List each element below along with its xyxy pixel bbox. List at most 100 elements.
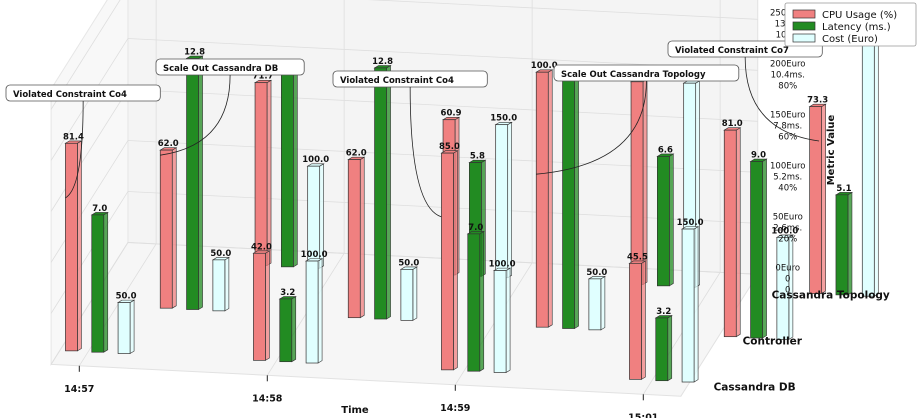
bar-side-lat	[293, 69, 298, 268]
z-tick-line: 60%	[778, 132, 797, 142]
annotation-text: Scale Out Cassandra Topology	[561, 70, 706, 80]
annotation-text: Violated Constraint Co4	[340, 76, 454, 86]
bar-value-label-cost: 50.0	[210, 249, 231, 259]
bar-side-cost	[224, 256, 230, 312]
z-tick-line: 5.2ms.	[773, 172, 802, 182]
z-tick-line: 200Euro	[770, 59, 806, 69]
legend-box	[784, 2, 917, 47]
z-tick-label: 150Euro 7.8ms. 60%	[770, 110, 806, 142]
z-tick-label: 50Euro 2.6ms. 20%	[773, 212, 803, 244]
z-tick-line: 50Euro	[773, 212, 803, 222]
bar-value-label-cpu: 45.5	[627, 252, 648, 262]
bar-side-lat	[669, 153, 674, 287]
bar-cost	[681, 228, 695, 383]
bar-value-label-lat: 9.0	[751, 150, 766, 160]
bar-side-lat	[479, 230, 485, 372]
legend-entry: Latency (ms.)	[822, 22, 891, 33]
bar-side-lat	[198, 55, 203, 311]
bar-cpu	[347, 159, 361, 319]
bar-side-lat	[667, 314, 673, 382]
bar-cpu	[253, 252, 266, 361]
bar-side-cost	[873, 38, 879, 297]
annotation-arrow	[536, 80, 647, 175]
z-tick-line: 0	[785, 285, 790, 295]
bar-value-label-lat: 3.2	[280, 288, 295, 298]
bar-side-cost	[412, 266, 418, 321]
bar-value-label-lat: 12.8	[184, 47, 205, 57]
bar-side-lat	[386, 65, 391, 320]
x-tick-label: 14:59	[440, 403, 470, 414]
annotation-arrow	[160, 74, 231, 156]
z-tick-line: 0Euro	[775, 263, 800, 273]
bar-cpu	[254, 82, 268, 266]
bar-value-label-lat: 3.2	[656, 307, 671, 317]
z-axis-title: Metric Value	[826, 115, 837, 186]
bar-lat	[281, 72, 294, 268]
depth-category-label: Cassandra Topology	[772, 289, 890, 301]
annotations-layer: Violated Constraint Co4 Scale Out Cassand…	[5, 40, 823, 218]
bar-side-cpu	[735, 127, 741, 338]
annotation-arrow	[409, 86, 442, 218]
bar-lat	[750, 161, 763, 339]
bar-value-label-cpu: 42.0	[251, 242, 272, 252]
bar-cost	[493, 270, 507, 373]
bar-lat	[655, 317, 669, 382]
bar-lat	[657, 156, 670, 287]
z-tick-line: 20%	[778, 234, 797, 244]
bar-value-label-cost: 50.0	[398, 258, 419, 268]
bar-lat	[374, 67, 387, 320]
z-tick-line: 40%	[778, 183, 797, 193]
bar-cpu	[809, 106, 822, 294]
grid-line-value	[50, 0, 758, 110]
z-tick-label: 200Euro 10.4ms. 80%	[770, 59, 806, 91]
bar-cpu	[441, 152, 454, 371]
bar-cpu	[65, 142, 78, 352]
z-tick-line: 150Euro	[770, 110, 806, 120]
bar-value-label-cost: 150.0	[677, 218, 704, 228]
depth-category-label: Cassandra DB	[714, 381, 796, 393]
bar-cost	[400, 268, 414, 321]
bar-side-cpu	[266, 79, 272, 267]
x-tick-label: 15:01	[628, 412, 658, 418]
annotation-text: Scale Out Cassandra DB	[163, 64, 278, 74]
bar-value-label-lat: 6.6	[658, 145, 673, 155]
bar-side-cost	[507, 121, 512, 279]
grid-line-value	[50, 38, 758, 161]
bar-value-label-cpu: 62.0	[158, 139, 179, 149]
bars-layer	[64, 38, 880, 383]
z-tick-line: 0	[785, 274, 790, 284]
bar-value-label-lat: 5.8	[470, 152, 485, 162]
z-tick-line: 10.4ms.	[771, 70, 805, 80]
bar-value-label-cpu: 71.7	[253, 72, 274, 82]
bar-value-label-lat: 7.0	[468, 223, 483, 233]
legend-swatch	[792, 33, 816, 43]
bar-side-cpu	[265, 250, 270, 361]
bar-side-cpu	[641, 260, 646, 380]
grid-panes	[50, 0, 759, 397]
bar-side-lat	[291, 295, 297, 363]
z-tick-line: 100Euro	[770, 161, 806, 171]
bar-side-cpu	[547, 69, 553, 328]
bar-side-cost	[505, 267, 511, 374]
bar-cost	[776, 236, 790, 340]
x-axis-title: Time	[341, 405, 369, 416]
bar-side-cost	[600, 275, 606, 331]
bar-lat	[279, 298, 293, 363]
annotation-text: Violated Constraint Co4	[13, 90, 127, 100]
annotation-arrow	[744, 56, 820, 142]
bar-value-label-cost: 150.0	[490, 114, 517, 124]
legend: CPU Usage (%)Latency (ms.)Cost (Euro)	[784, 2, 917, 47]
bar-side-lat	[103, 211, 109, 353]
annotation-arrow	[65, 100, 84, 199]
x-tick-label: 14:58	[252, 393, 283, 404]
bar-value-label-lat: 5.1	[836, 184, 851, 194]
bar-cost	[305, 260, 319, 364]
bar-cost	[212, 259, 226, 312]
z-tick-line: 7.8ms.	[773, 121, 802, 131]
bar-side-cpu	[453, 150, 458, 371]
bar-cost	[861, 40, 875, 297]
bar-value-label-cost: 100.0	[489, 260, 516, 270]
bar-lat	[562, 77, 575, 329]
bar-value-label-cost: 100.0	[302, 155, 329, 165]
